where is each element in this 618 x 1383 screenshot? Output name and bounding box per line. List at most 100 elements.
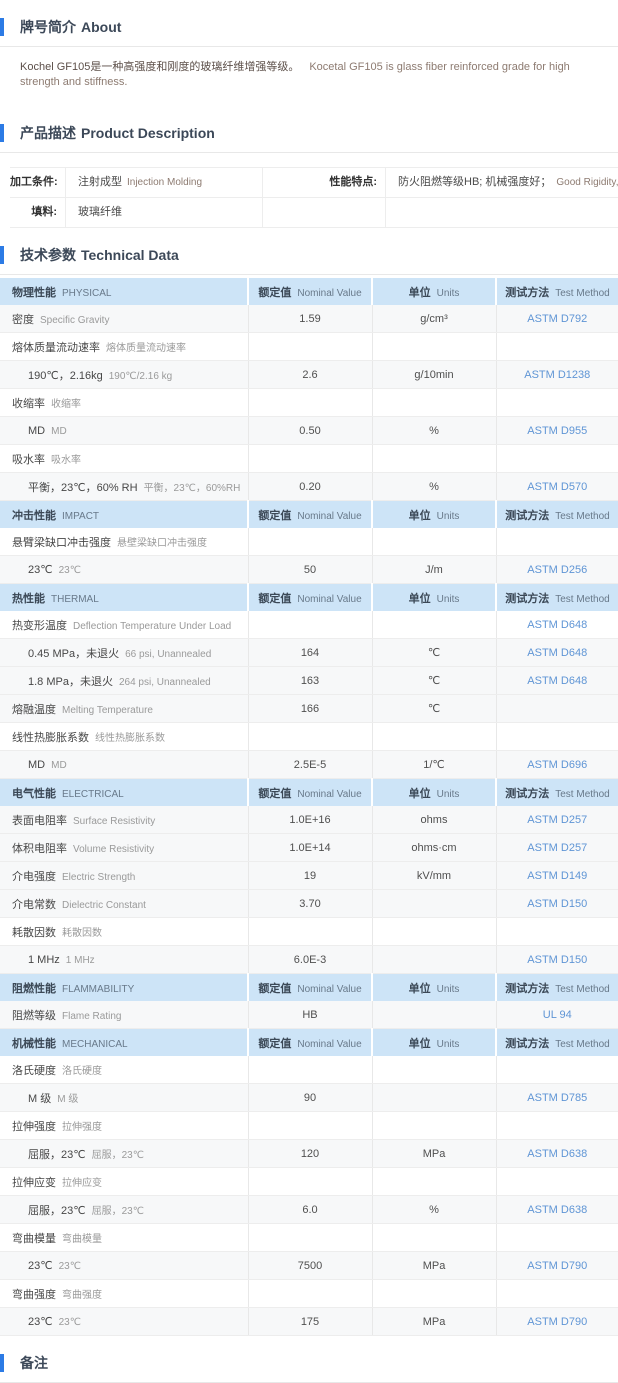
nominal-value-cell: 1.0E+16 [247, 806, 372, 834]
table-row: 线性热膨胀系数 线性热膨胀系数 [0, 722, 618, 751]
table-row: 熔体质量流动速率 熔体质量流动速率 [0, 332, 618, 361]
units-column-header: 单位 Units [371, 1028, 496, 1056]
unit-cell: ℃ [371, 666, 496, 695]
col-units-en: Units [436, 510, 460, 522]
test-method-link[interactable]: ASTM D648 [495, 666, 618, 695]
table-section-header-row: 阻燃性能 FLAMMABILITY 额定值 Nominal Value 单位 Units 测… [0, 973, 618, 1001]
col-nominal-en: Nominal Value [297, 510, 362, 522]
table-row: 弯曲强度 弯曲强度 [0, 1279, 618, 1308]
table-row: 耗散因数 耗散因数 [0, 917, 618, 946]
test-method-link[interactable]: ASTM D648 [495, 611, 618, 639]
table-row: MD MD 0.50% ASTM D955 [0, 416, 618, 445]
property-name-cell: 弯曲模量 弯曲模量 [0, 1223, 248, 1252]
unit-cell: MPa [371, 1251, 496, 1280]
test-method-column-header: 测试方法 Test Method [495, 583, 618, 611]
description-title-zh: 产品描述 [20, 125, 76, 141]
test-method-link [495, 1223, 618, 1252]
description-section-header: 产品描述 Product Description [0, 114, 618, 153]
property-name-en: 洛氏硬度 [62, 1065, 102, 1077]
col-nominal-zh: 额定值 [258, 286, 292, 299]
section-name-cell: 机械性能 MECHANICAL [0, 1028, 248, 1056]
table-row: 弯曲模量 弯曲模量 [0, 1223, 618, 1252]
property-name-en: 平衡，23℃，60%RH [143, 482, 241, 494]
unit-cell: 1/℃ [371, 750, 496, 779]
test-method-link[interactable]: ASTM D257 [495, 806, 618, 834]
test-method-link[interactable]: ASTM D150 [495, 945, 618, 974]
property-name-en: 弯曲模量 [62, 1233, 102, 1245]
unit-cell [371, 1279, 496, 1308]
nominal-value-cell: 175 [247, 1307, 372, 1336]
nominal-value-column-header: 额定值 Nominal Value [247, 778, 372, 806]
about-title: 牌号简介 About [20, 17, 121, 37]
col-method-en: Test Method [555, 1038, 610, 1050]
empty-value-cell [385, 198, 618, 228]
test-method-link[interactable]: ASTM D648 [495, 638, 618, 667]
section-name-cell: 热性能 THERMAL [0, 583, 248, 611]
table-section-header-row: 物理性能 PHYSICAL 额定值 Nominal Value 单位 Units 测试方法 T… [0, 278, 618, 305]
test-method-link[interactable]: ASTM D792 [495, 305, 618, 333]
test-method-link[interactable]: ASTM D696 [495, 750, 618, 779]
section-name-zh: 热性能 [12, 592, 45, 605]
test-method-link[interactable]: ASTM D149 [495, 861, 618, 890]
filler-value: 玻璃纤维 [65, 198, 263, 228]
nominal-value-cell: 0.20 [247, 472, 372, 501]
test-method-link[interactable]: ASTM D570 [495, 472, 618, 501]
col-method-en: Test Method [555, 788, 610, 800]
nominal-value-column-header: 额定值 Nominal Value [247, 583, 372, 611]
test-method-link[interactable]: ASTM D1238 [495, 360, 618, 389]
property-name-cell: 耗散因数 耗散因数 [0, 917, 248, 946]
col-units-zh: 单位 [408, 592, 431, 605]
units-column-header: 单位 Units [371, 973, 496, 1001]
property-name-en: Dielectric Constant [62, 899, 146, 911]
processing-condition-value: 注射成型 Injection Molding [65, 168, 263, 198]
test-method-link[interactable]: ASTM D790 [495, 1307, 618, 1336]
property-name-zh: MD [28, 424, 46, 437]
property-name-cell: 介电强度 Electric Strength [0, 861, 248, 890]
unit-cell [371, 1001, 496, 1029]
nominal-value-cell [247, 1223, 372, 1252]
table-row: 23℃ 23℃ 175 MPa ASTM D790 [0, 1307, 618, 1336]
col-units-zh: 单位 [408, 1037, 431, 1050]
test-method-link[interactable]: ASTM D638 [495, 1195, 618, 1224]
test-method-column-header: 测试方法 Test Method [495, 778, 618, 806]
property-name-cell: 屈服，23℃ 屈服，23℃ [0, 1195, 248, 1224]
test-method-link[interactable]: ASTM D955 [495, 416, 618, 445]
property-name-zh: 收缩率 [12, 397, 45, 410]
table-section-header-row: 热性能 THERMAL 额定值 Nominal Value 单位 Units 测试方法 Tes… [0, 583, 618, 611]
unit-cell: % [371, 1195, 496, 1224]
test-method-link[interactable]: ASTM D257 [495, 833, 618, 862]
property-name-en: 23℃ [58, 1317, 81, 1328]
property-name-en: 吸水率 [51, 454, 81, 466]
property-name-zh: 屈服，23℃ [28, 1204, 86, 1217]
empty-label-cell [263, 198, 385, 228]
col-units-en: Units [436, 287, 460, 299]
nominal-value-cell [247, 388, 372, 417]
test-method-link[interactable]: ASTM D785 [495, 1083, 618, 1112]
nominal-value-cell [247, 1279, 372, 1308]
unit-cell: ohms·cm [371, 833, 496, 862]
nominal-value-cell: 2.6 [247, 360, 372, 389]
test-method-link[interactable]: ASTM D790 [495, 1251, 618, 1280]
property-name-zh: 耗散因数 [12, 926, 56, 939]
units-column-header: 单位 Units [371, 500, 496, 528]
units-column-header: 单位 Units [371, 778, 496, 806]
nominal-value-cell: 120 [247, 1139, 372, 1168]
test-method-link[interactable]: ASTM D256 [495, 555, 618, 584]
col-method-en: Test Method [555, 287, 610, 299]
test-method-link[interactable]: ASTM D638 [495, 1139, 618, 1168]
property-name-en: Flame Rating [62, 1010, 122, 1022]
table-row: 0.45 MPa，未退火 66 psi, Unannealed 164 ℃ ASTM D… [0, 638, 618, 667]
test-method-link[interactable]: ASTM D150 [495, 889, 618, 918]
property-name-en: 23℃ [58, 565, 81, 576]
unit-cell: ohms [371, 806, 496, 834]
unit-cell [371, 444, 496, 473]
test-method-link[interactable]: UL 94 [495, 1001, 618, 1029]
col-units-en: Units [436, 788, 460, 800]
property-name-zh: 1.8 MPa，未退火 [28, 675, 113, 688]
nominal-value-cell: 163 [247, 666, 372, 695]
table-row: 收缩率 收缩率 [0, 388, 618, 417]
property-name-cell: 23℃ 23℃ [0, 1307, 248, 1336]
property-name-cell: 拉伸应变 拉伸应变 [0, 1167, 248, 1196]
col-nominal-en: Nominal Value [297, 287, 362, 299]
test-method-link [495, 388, 618, 417]
